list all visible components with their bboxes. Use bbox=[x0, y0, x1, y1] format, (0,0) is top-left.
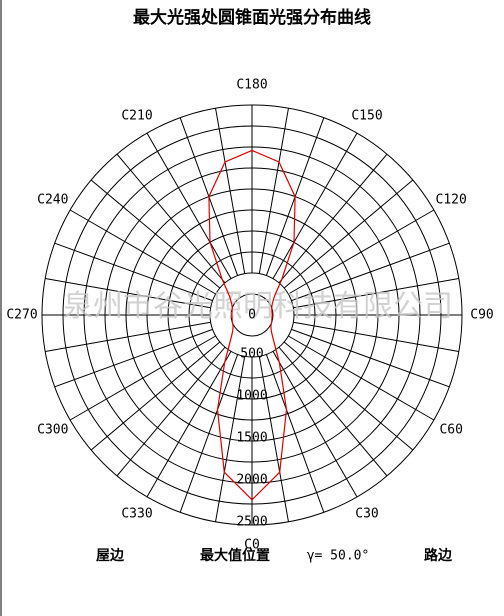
angle-label: C330 bbox=[121, 507, 152, 522]
spoke bbox=[265, 354, 325, 513]
spoke bbox=[215, 108, 246, 274]
spoke bbox=[146, 351, 232, 498]
spoke bbox=[291, 242, 450, 302]
spoke bbox=[291, 328, 450, 388]
r-tick-label: 1500 bbox=[236, 431, 267, 446]
r-tick-label: 2500 bbox=[236, 515, 267, 530]
angle-label: C240 bbox=[37, 193, 68, 208]
spoke bbox=[272, 132, 358, 279]
annotation: γ= 50.0° bbox=[307, 549, 370, 564]
spoke bbox=[54, 242, 213, 302]
polar-grid bbox=[41, 104, 463, 526]
spoke bbox=[258, 356, 289, 522]
spoke bbox=[90, 341, 221, 451]
r-tick-label: 1000 bbox=[236, 389, 267, 404]
annotation: 屋边 bbox=[96, 548, 125, 564]
chart-title: 最大光强处圆锥面光强分布曲线 bbox=[133, 7, 371, 28]
r-tick-label: 2000 bbox=[236, 473, 267, 488]
angle-label: C30 bbox=[355, 507, 378, 522]
spoke bbox=[288, 335, 435, 421]
spoke bbox=[293, 278, 459, 309]
angle-label: C300 bbox=[37, 423, 68, 438]
spoke bbox=[45, 278, 211, 309]
spoke bbox=[116, 153, 226, 284]
spoke bbox=[278, 346, 388, 477]
spoke bbox=[116, 346, 226, 477]
spoke bbox=[258, 108, 289, 274]
spoke bbox=[54, 328, 213, 388]
spoke bbox=[179, 354, 239, 513]
spoke bbox=[283, 341, 414, 451]
spoke bbox=[69, 335, 216, 421]
angle-label: C90 bbox=[470, 308, 493, 323]
angle-label: C180 bbox=[236, 78, 267, 93]
spoke bbox=[146, 132, 232, 279]
r-tick-label: 0 bbox=[248, 308, 256, 323]
spoke bbox=[278, 153, 388, 284]
spoke bbox=[272, 351, 358, 498]
grid-ring bbox=[230, 293, 274, 337]
spoke bbox=[90, 179, 221, 289]
angle-label: C150 bbox=[351, 108, 382, 123]
r-tick-label: 500 bbox=[240, 347, 263, 362]
spoke bbox=[283, 179, 414, 289]
angle-label: C210 bbox=[121, 108, 152, 123]
watermark: 泉州市谷光照明科技有限公司 bbox=[63, 289, 453, 324]
spoke bbox=[45, 321, 211, 352]
intensity-curve bbox=[208, 149, 296, 501]
spoke bbox=[215, 356, 246, 522]
spoke bbox=[293, 321, 459, 352]
spoke bbox=[69, 209, 216, 295]
annotation: 最大值位置 bbox=[200, 547, 270, 564]
angle-label: C120 bbox=[436, 193, 467, 208]
spoke bbox=[288, 209, 435, 295]
annotation: 路边 bbox=[424, 547, 453, 564]
angle-label: C60 bbox=[439, 423, 462, 438]
angle-label: C0 bbox=[244, 538, 260, 553]
angle-label: C270 bbox=[6, 308, 37, 323]
